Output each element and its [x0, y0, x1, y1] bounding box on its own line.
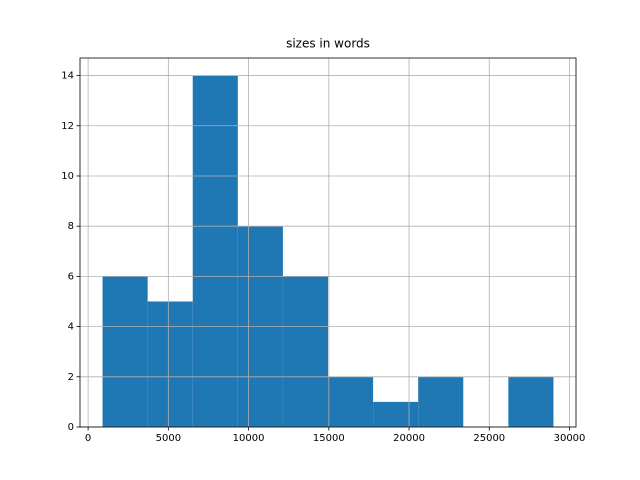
y-tick-label: 0 [68, 422, 74, 433]
y-tick-label: 4 [68, 322, 74, 333]
bar [508, 376, 554, 427]
y-tick-label: 12 [61, 121, 74, 132]
bar [282, 276, 328, 427]
x-tick-label: 30000 [554, 433, 586, 444]
plot-frame [79, 57, 577, 428]
y-tick-label: 8 [68, 221, 74, 232]
bar [373, 401, 419, 427]
bar [418, 376, 464, 427]
bar [192, 75, 238, 428]
x-tick-label: 15000 [313, 433, 345, 444]
y-tick-label: 14 [61, 71, 74, 82]
x-tick-label: 20000 [393, 433, 425, 444]
y-tick-label: 6 [68, 271, 74, 282]
bar [147, 301, 193, 427]
chart-title: sizes in words [286, 37, 370, 51]
bar [328, 376, 374, 427]
x-tick-label: 10000 [233, 433, 265, 444]
x-tick-label: 0 [85, 433, 91, 444]
bar [102, 276, 148, 427]
x-tick-label: 25000 [473, 433, 505, 444]
y-tick-label: 10 [61, 171, 74, 182]
x-tick-label: 5000 [156, 433, 181, 444]
y-tick-label: 2 [68, 372, 74, 383]
